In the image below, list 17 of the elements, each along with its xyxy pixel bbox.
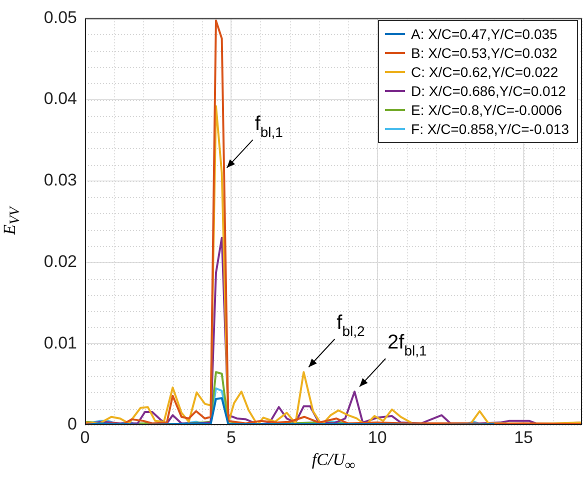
x-tick-label: 5 bbox=[226, 428, 236, 447]
y-tick-label: 0.01 bbox=[44, 333, 77, 352]
legend-label: C: X/C=0.62,Y/C=0.022 bbox=[411, 64, 558, 80]
y-tick-label: 0 bbox=[68, 414, 77, 434]
legend-label: D: X/C=0.686,Y/C=0.012 bbox=[411, 82, 566, 98]
y-tick-label: 0.04 bbox=[44, 89, 77, 108]
legend-label: E: X/C=0.8,Y/C=-0.0006 bbox=[411, 102, 562, 118]
x-axis-title: fC/U$_{∞}$ bbox=[310, 450, 356, 474]
y-tick-label: 0.03 bbox=[44, 170, 77, 190]
x-tick-label: 10 bbox=[368, 428, 387, 447]
legend-label: A: X/C=0.47,Y/C=0.035 bbox=[411, 26, 558, 42]
x-tick-label: 15 bbox=[514, 428, 533, 447]
y-tick-label: 0.05 bbox=[44, 8, 77, 27]
x-tick-label: 0 bbox=[80, 428, 90, 447]
y-tick-label: 0.02 bbox=[44, 252, 77, 271]
legend-label: B: X/C=0.53,Y/C=0.032 bbox=[411, 44, 558, 60]
legend-label: F: X/C=0.858,Y/C=-0.013 bbox=[411, 120, 569, 136]
